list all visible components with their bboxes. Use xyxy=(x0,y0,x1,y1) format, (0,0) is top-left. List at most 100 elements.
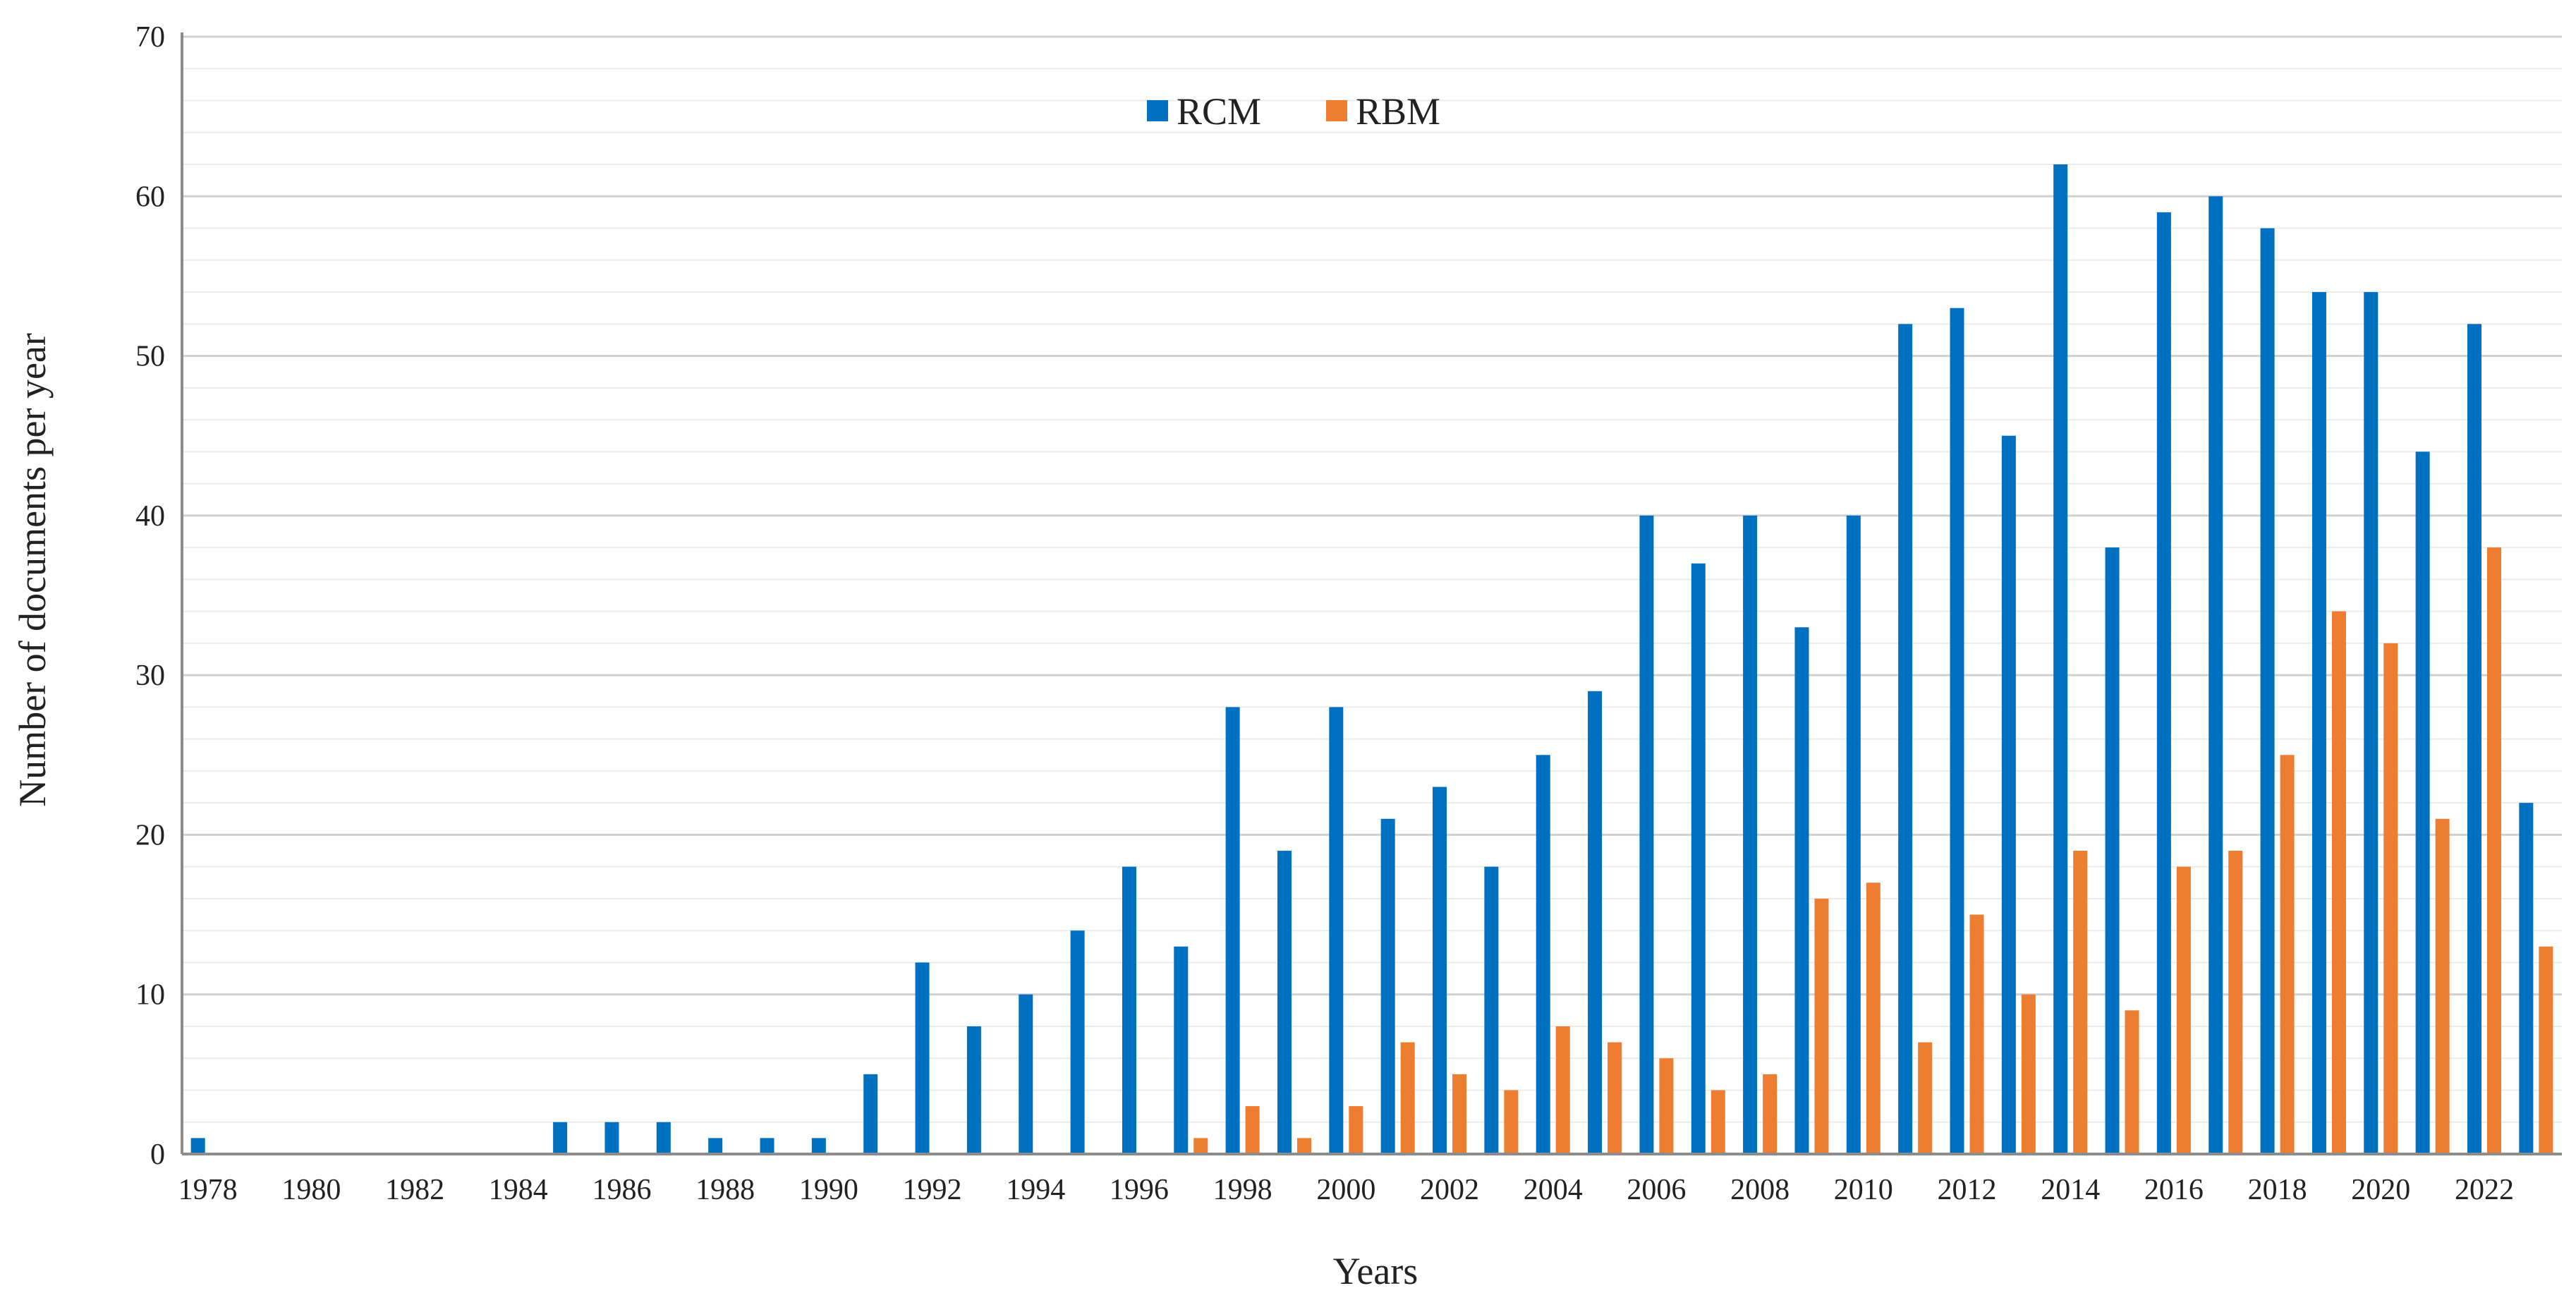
bar-rbm-1998 xyxy=(1245,1106,1260,1154)
bar-rcm-1997 xyxy=(1174,946,1189,1154)
x-tick-label: 2010 xyxy=(1834,1174,1893,1206)
bar-rcm-1996 xyxy=(1122,866,1136,1154)
tick-labels: 0 10 20 30 40 50 60 70 1978 1980 1982 1984 1986 1988 1… xyxy=(135,21,2514,1206)
y-tick-label: 20 xyxy=(135,819,165,851)
bar-rcm-2002 xyxy=(1433,787,1447,1154)
bar-rcm-1990 xyxy=(811,1138,826,1154)
bar-rbm-2005 xyxy=(1608,1042,1622,1154)
x-tick-label: 1982 xyxy=(385,1174,444,1206)
bar-rcm-2010 xyxy=(1846,515,1861,1154)
gridlines xyxy=(182,35,2562,1123)
bar-rcm-2014 xyxy=(2053,164,2068,1154)
x-tick-label: 1980 xyxy=(281,1174,341,1206)
bar-rcm-2021 xyxy=(2415,451,2430,1154)
y-tick-label: 70 xyxy=(135,21,165,54)
bar-rbm-2023 xyxy=(2539,946,2553,1154)
bar-rcm-2017 xyxy=(2209,196,2223,1155)
bar-rbm-2000 xyxy=(1349,1106,1363,1154)
bar-rcm-1993 xyxy=(966,1026,981,1154)
x-tick-label: 2014 xyxy=(2041,1174,2100,1206)
x-tick-label: 1990 xyxy=(799,1174,858,1206)
bar-rbm-2016 xyxy=(2176,866,2191,1154)
legend: RCM RBM xyxy=(1147,90,1440,133)
bar-rbm-2002 xyxy=(1452,1074,1467,1154)
bar-rcm-1987 xyxy=(656,1122,671,1154)
x-tick-label: 2008 xyxy=(1730,1174,1790,1206)
bar-rcm-2004 xyxy=(1536,755,1550,1154)
bars xyxy=(190,164,2553,1155)
bar-rbm-2008 xyxy=(1763,1074,1778,1154)
bar-rbm-2011 xyxy=(1918,1042,1933,1154)
x-axis-title: Years xyxy=(1333,1250,1418,1292)
bar-rbm-2007 xyxy=(1711,1090,1725,1154)
bar-rbm-2009 xyxy=(1814,898,1829,1154)
x-tick-label: 1992 xyxy=(903,1174,962,1206)
bar-rbm-2012 xyxy=(1969,914,1984,1154)
bar-rbm-2006 xyxy=(1659,1058,1674,1154)
bar-rcm-2022 xyxy=(2467,324,2481,1154)
bar-rcm-2007 xyxy=(1691,563,1706,1154)
x-tick-label: 2012 xyxy=(1938,1174,1997,1206)
bar-rbm-2017 xyxy=(2228,851,2243,1154)
x-tick-label: 2022 xyxy=(2455,1174,2514,1206)
legend-label-rcm: RCM xyxy=(1177,90,1261,133)
bar-rbm-2014 xyxy=(2073,851,2088,1154)
y-tick-label: 10 xyxy=(135,979,165,1012)
bar-rcm-2011 xyxy=(1898,324,1913,1154)
x-tick-label: 1984 xyxy=(489,1174,548,1206)
bar-rcm-1988 xyxy=(708,1138,723,1154)
bar-rbm-2010 xyxy=(1866,882,1881,1154)
bar-rcm-2019 xyxy=(2311,292,2326,1154)
bar-rcm-2009 xyxy=(1794,627,1809,1154)
bar-rbm-2022 xyxy=(2486,547,2501,1154)
bar-rbm-1997 xyxy=(1193,1138,1208,1154)
bar-rbm-2020 xyxy=(2383,643,2398,1154)
bar-rcm-2001 xyxy=(1380,818,1395,1154)
bar-rcm-1978 xyxy=(190,1138,205,1154)
bar-rcm-1989 xyxy=(760,1138,774,1154)
legend-swatch-rbm xyxy=(1326,100,1347,121)
bar-rcm-1986 xyxy=(604,1122,619,1154)
bar-rbm-2001 xyxy=(1400,1042,1415,1154)
bar-rcm-1985 xyxy=(553,1122,568,1154)
x-tick-label: 2004 xyxy=(1524,1174,1583,1206)
bar-rcm-1992 xyxy=(915,962,930,1154)
x-tick-label: 1978 xyxy=(178,1174,238,1206)
y-tick-label: 0 xyxy=(150,1139,165,1171)
y-tick-label: 40 xyxy=(135,500,165,533)
x-tick-label: 2016 xyxy=(2144,1174,2204,1206)
bar-rbm-1999 xyxy=(1296,1138,1311,1154)
x-tick-label: 2020 xyxy=(2351,1174,2410,1206)
bar-rbm-2003 xyxy=(1504,1090,1519,1154)
bar-rcm-2006 xyxy=(1639,515,1654,1154)
x-tick-label: 2000 xyxy=(1316,1174,1375,1206)
bar-rbm-2013 xyxy=(2021,994,2036,1154)
bar-rcm-1995 xyxy=(1070,930,1085,1154)
legend-swatch-rcm xyxy=(1147,100,1168,121)
x-tick-label: 1996 xyxy=(1110,1174,1169,1206)
bar-rbm-2015 xyxy=(2125,1010,2139,1154)
bar-rbm-2021 xyxy=(2435,818,2450,1154)
y-tick-label: 50 xyxy=(135,341,165,373)
y-axis-title: Number of documents per year xyxy=(11,333,54,807)
bar-rbm-2004 xyxy=(1555,1026,1570,1154)
bar-rcm-1994 xyxy=(1019,994,1033,1154)
bar-rcm-2020 xyxy=(2364,292,2378,1154)
x-tick-label: 1994 xyxy=(1006,1174,1065,1206)
x-tick-label: 2018 xyxy=(2248,1174,2307,1206)
bar-rcm-2000 xyxy=(1329,707,1344,1154)
bar-rcm-2018 xyxy=(2260,228,2275,1154)
bar-rcm-2012 xyxy=(1950,308,1964,1155)
bar-rcm-2005 xyxy=(1588,691,1603,1154)
x-tick-label: 2002 xyxy=(1420,1174,1479,1206)
bar-rcm-2015 xyxy=(2105,547,2120,1154)
bar-rcm-2003 xyxy=(1484,866,1499,1154)
bar-rbm-2019 xyxy=(2331,611,2346,1154)
bar-rcm-2023 xyxy=(2519,803,2534,1154)
bar-rcm-2016 xyxy=(2156,212,2171,1154)
x-tick-label: 1988 xyxy=(695,1174,755,1206)
x-tick-label: 1986 xyxy=(592,1174,651,1206)
legend-label-rbm: RBM xyxy=(1356,90,1440,133)
